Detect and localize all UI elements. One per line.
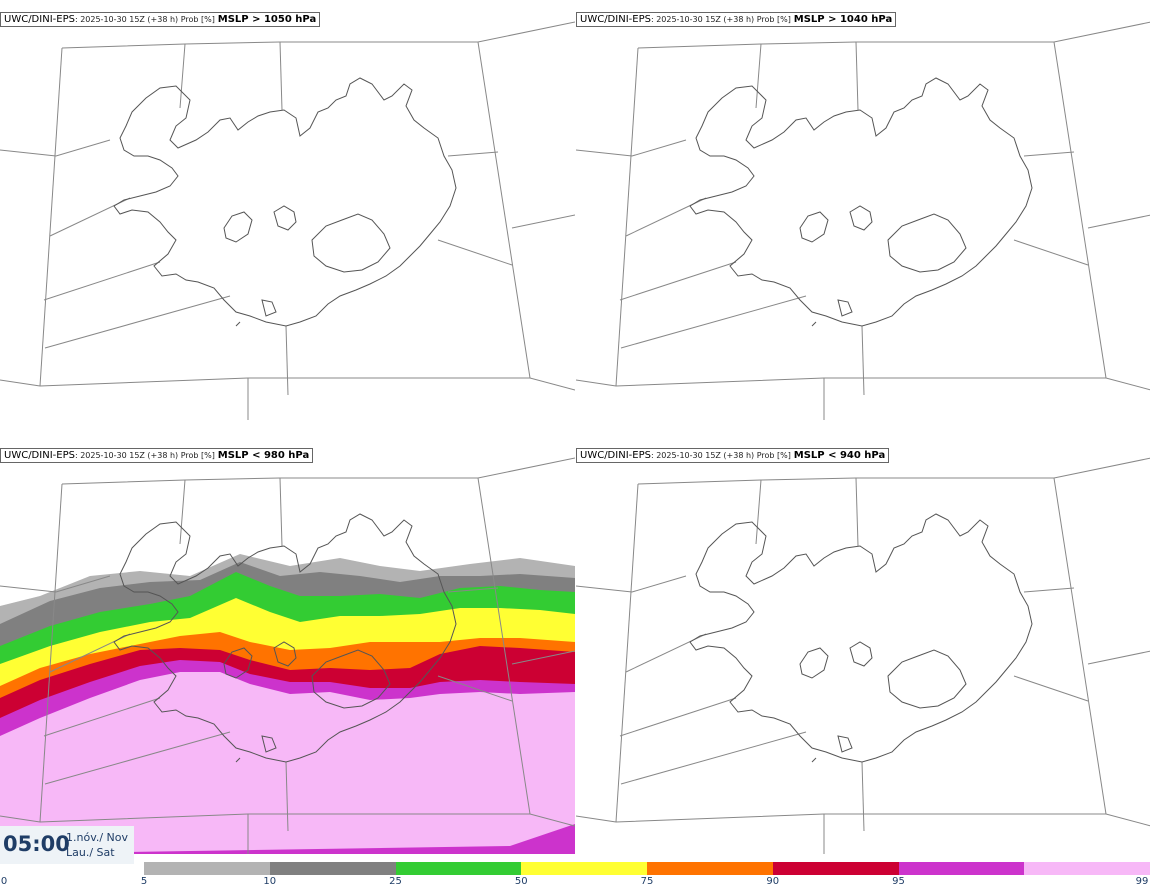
colorbar-tick-label: 50 [514, 876, 528, 887]
probability-colorbar [144, 862, 1150, 875]
model-name: UWC/DINI-EPS [4, 14, 75, 25]
model-name: UWC/DINI-EPS [580, 14, 651, 25]
model-name: UWC/DINI-EPS [580, 450, 651, 461]
panel-title: UWC/DINI-EPS: 2025-10-30 15Z (+38 h) Pro… [0, 448, 314, 463]
threshold-label: MSLP < 980 hPa [217, 450, 310, 461]
threshold-label: MSLP > 1050 hPa [217, 14, 317, 25]
threshold-label: MSLP > 1040 hPa [793, 14, 893, 25]
colorbar-tick-label: 25 [389, 876, 402, 887]
colorbar-tick-label: 0 [0, 876, 8, 887]
colorbar-segment [395, 862, 522, 875]
model-name: UWC/DINI-EPS [4, 450, 75, 461]
iceland-map [576, 21, 1150, 421]
colorbar-segment [144, 862, 270, 875]
run-meta: : 2025-10-30 15Z (+38 h) Prob [%] [650, 15, 791, 24]
colorbar-segment [269, 862, 396, 875]
colorbar-tick-label: 5 [140, 876, 148, 887]
panel-title: UWC/DINI-EPS: 2025-10-30 15Z (+38 h) Pro… [576, 448, 890, 463]
colorbar-tick-label: 90 [766, 876, 780, 887]
colorbar-ticks: 0 5 10 25 50 75 90 95 99 [0, 876, 1150, 890]
panel-title: UWC/DINI-EPS: 2025-10-30 15Z (+38 h) Pro… [576, 12, 897, 27]
threshold-label: MSLP < 940 hPa [793, 450, 886, 461]
run-meta: : 2025-10-30 15Z (+38 h) Prob [%] [74, 15, 215, 24]
run-meta: : 2025-10-30 15Z (+38 h) Prob [%] [74, 451, 215, 460]
map-panel-mslp-gt-1050: UWC/DINI-EPS: 2025-10-30 15Z (+38 h) Pro… [0, 0, 575, 432]
valid-time: 05:00 [3, 832, 70, 856]
map-panel-mslp-gt-1040: UWC/DINI-EPS: 2025-10-30 15Z (+38 h) Pro… [576, 0, 1150, 432]
timestamp-box: 05:00 1.nóv./ Nov Lau./ Sat [0, 826, 134, 864]
colorbar-tick-label: 75 [640, 876, 654, 887]
colorbar-tick-label: 10 [263, 876, 277, 887]
colorbar-segment [772, 862, 899, 875]
iceland-map [0, 21, 575, 421]
probability-map [0, 457, 575, 854]
colorbar-segment [521, 862, 647, 875]
colorbar-segment [647, 862, 773, 875]
colorbar-tick-label: 99 [1135, 876, 1149, 887]
panel-title: UWC/DINI-EPS: 2025-10-30 15Z (+38 h) Pro… [0, 12, 321, 27]
valid-date-line1: 1.nóv./ Nov [66, 831, 129, 844]
colorbar-tick-label: 95 [892, 876, 905, 887]
run-meta: : 2025-10-30 15Z (+38 h) Prob [%] [650, 451, 791, 460]
probability-fill [0, 554, 575, 854]
colorbar-segment [898, 862, 1025, 875]
valid-date-line2: Lau./ Sat [66, 846, 115, 859]
map-panel-mslp-lt-940: UWC/DINI-EPS: 2025-10-30 15Z (+38 h) Pro… [576, 436, 1150, 854]
iceland-map [576, 457, 1150, 854]
map-panel-mslp-lt-980: UWC/DINI-EPS: 2025-10-30 15Z (+38 h) Pro… [0, 436, 575, 854]
colorbar-segment [1024, 862, 1150, 875]
